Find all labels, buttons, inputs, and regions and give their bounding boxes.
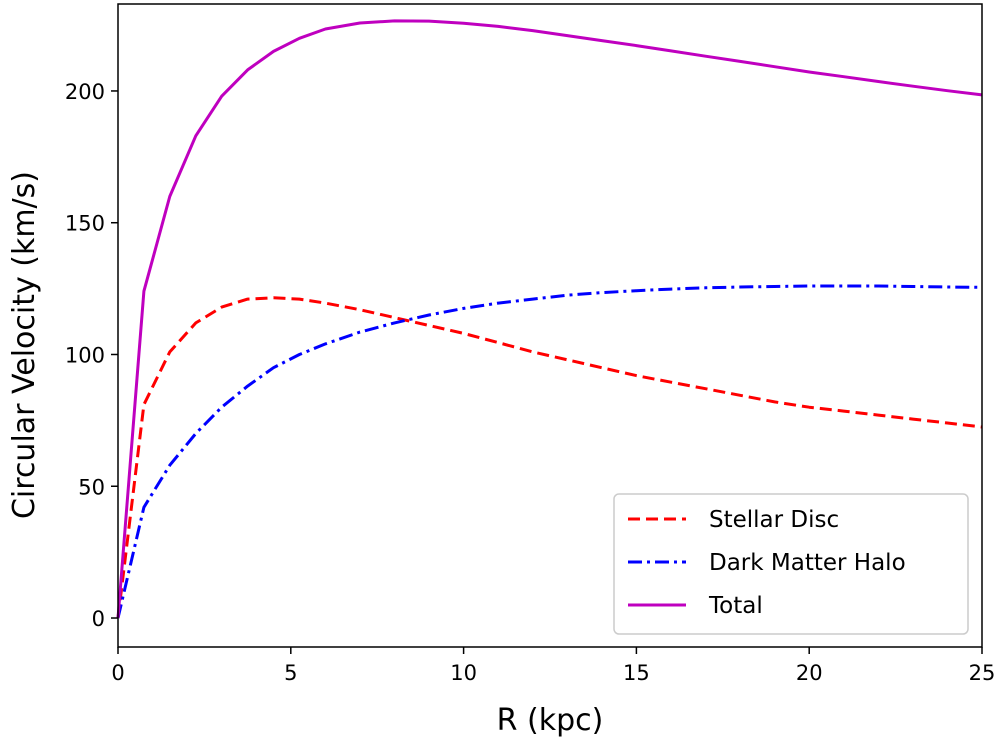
x-tick-label: 0: [111, 661, 124, 685]
y-axis-label: Circular Velocity (km/s): [7, 171, 42, 519]
x-tick-label: 10: [450, 661, 477, 685]
legend-label: Dark Matter Halo: [709, 550, 906, 576]
x-tick-label: 5: [284, 661, 297, 685]
x-axis-label: R (kpc): [497, 703, 604, 738]
y-tick-label: 100: [65, 343, 105, 367]
legend-label: Total: [708, 593, 763, 619]
x-tick-label: 25: [969, 661, 996, 685]
x-tick-label: 15: [623, 661, 650, 685]
legend: Stellar Disc Dark Matter Halo Total: [613, 493, 969, 635]
y-tick-label: 0: [92, 607, 105, 631]
legend-label: Stellar Disc: [709, 507, 839, 533]
axes: 0 5 10 15 20 25 0 50 100 150 200: [65, 3, 996, 685]
series-line-total: [116, 19, 983, 619]
legend-box: [613, 493, 969, 635]
plot-area: [116, 19, 983, 619]
axes-frame: [117, 3, 983, 648]
series-line-dark-matter-halo: [116, 284, 983, 619]
x-tick-label: 20: [796, 661, 823, 685]
y-tick-label: 150: [65, 212, 105, 236]
y-tick-label: 200: [65, 80, 105, 104]
series-line-stellar-disc: [116, 296, 983, 619]
y-tick-label: 50: [78, 475, 105, 499]
